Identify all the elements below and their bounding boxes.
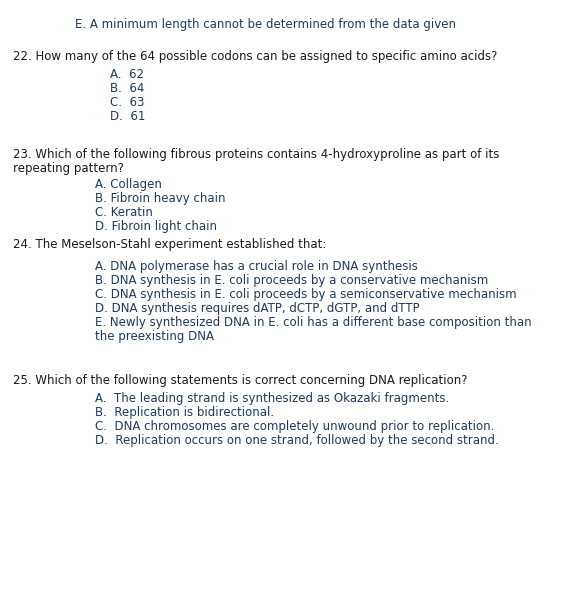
Text: C. DNA synthesis in E. coli proceeds by a semiconservative mechanism: C. DNA synthesis in E. coli proceeds by … bbox=[95, 288, 516, 301]
Text: C.  63: C. 63 bbox=[110, 96, 144, 109]
Text: D.  Replication occurs on one strand, followed by the second strand.: D. Replication occurs on one strand, fol… bbox=[95, 434, 499, 447]
Text: D. Fibroin light chain: D. Fibroin light chain bbox=[95, 220, 217, 233]
Text: the preexisting DNA: the preexisting DNA bbox=[95, 330, 214, 343]
Text: A.  62: A. 62 bbox=[110, 68, 144, 81]
Text: E. A minimum length cannot be determined from the data given: E. A minimum length cannot be determined… bbox=[75, 18, 456, 31]
Text: D.  61: D. 61 bbox=[110, 110, 145, 123]
Text: repeating pattern?: repeating pattern? bbox=[13, 162, 124, 175]
Text: B.  Replication is bidirectional.: B. Replication is bidirectional. bbox=[95, 406, 274, 419]
Text: E. Newly synthesized DNA in E. coli has a different base composition than: E. Newly synthesized DNA in E. coli has … bbox=[95, 316, 532, 329]
Text: 22. How many of the 64 possible codons can be assigned to specific amino acids?: 22. How many of the 64 possible codons c… bbox=[13, 50, 498, 63]
Text: A. DNA polymerase has a crucial role in DNA synthesis: A. DNA polymerase has a crucial role in … bbox=[95, 260, 418, 273]
Text: C.  DNA chromosomes are completely unwound prior to replication.: C. DNA chromosomes are completely unwoun… bbox=[95, 420, 494, 433]
Text: 24. The Meselson-Stahl experiment established that:: 24. The Meselson-Stahl experiment establ… bbox=[13, 238, 327, 251]
Text: 25. Which of the following statements is correct concerning DNA replication?: 25. Which of the following statements is… bbox=[13, 374, 467, 387]
Text: B.  64: B. 64 bbox=[110, 82, 144, 95]
Text: B. Fibroin heavy chain: B. Fibroin heavy chain bbox=[95, 192, 226, 205]
Text: A.  The leading strand is synthesized as Okazaki fragments.: A. The leading strand is synthesized as … bbox=[95, 392, 449, 405]
Text: D. DNA synthesis requires dATP, dCTP, dGTP, and dTTP: D. DNA synthesis requires dATP, dCTP, dG… bbox=[95, 302, 420, 315]
Text: C. Keratin: C. Keratin bbox=[95, 206, 153, 219]
Text: 23. Which of the following fibrous proteins contains 4-hydroxyproline as part of: 23. Which of the following fibrous prote… bbox=[13, 148, 499, 161]
Text: A. Collagen: A. Collagen bbox=[95, 178, 162, 191]
Text: B. DNA synthesis in E. coli proceeds by a conservative mechanism: B. DNA synthesis in E. coli proceeds by … bbox=[95, 274, 488, 287]
